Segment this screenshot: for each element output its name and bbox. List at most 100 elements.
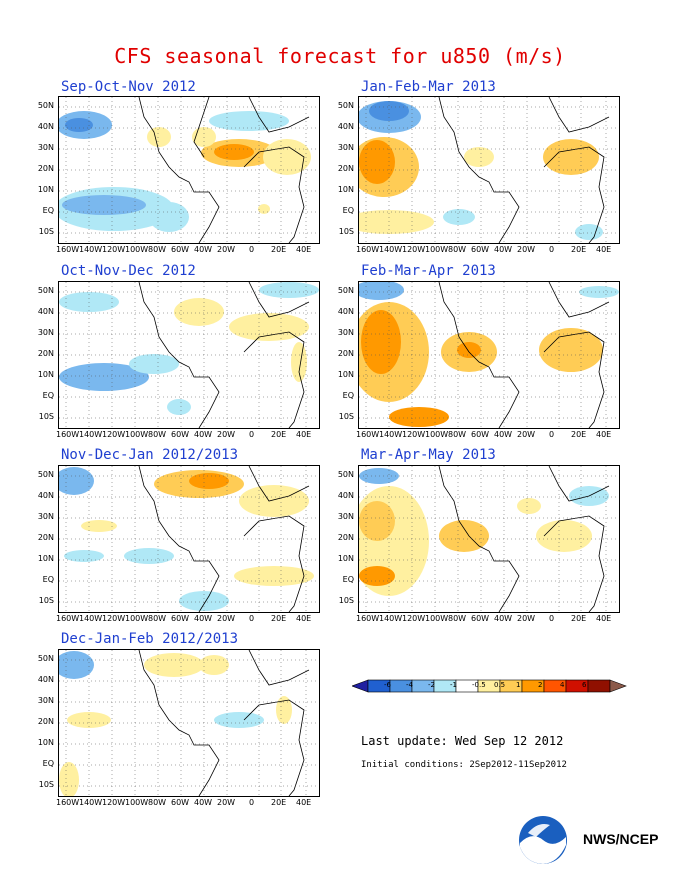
lon-label: 120W (102, 614, 126, 623)
lat-label: 50N (37, 654, 54, 663)
lat-label: 30N (37, 696, 54, 705)
lat-label: 10S (338, 596, 354, 605)
lon-label: 120W (402, 430, 426, 439)
map-panel-jfm (358, 96, 620, 244)
lon-label: 40W (194, 798, 213, 807)
lon-label: 60W (171, 798, 190, 807)
panel-title-ond: Oct-Nov-Dec 2012 (61, 263, 196, 279)
initial-conditions: Initial conditions: 2Sep2012-11Sep2012 (361, 760, 567, 770)
lon-label: 100W (425, 245, 449, 254)
panel-title-djf: Dec-Jan-Feb 2012/2013 (61, 631, 239, 647)
lon-label: 40W (494, 430, 513, 439)
lon-label: 0 (549, 430, 555, 439)
lon-label: 40E (296, 245, 312, 254)
lon-label: 20W (517, 430, 536, 439)
colorbar-tick-label: -0.5 (472, 681, 486, 689)
lon-label: 20E (571, 430, 587, 439)
lon-label: 40W (494, 614, 513, 623)
lon-label: 20E (271, 430, 287, 439)
lat-label: 50N (37, 470, 54, 479)
lat-label: EQ (342, 575, 354, 584)
panel-title-mam: Mar-Apr-May 2013 (361, 447, 496, 463)
lat-label: 20N (37, 717, 54, 726)
lat-label: EQ (342, 391, 354, 400)
lon-label: 140W (79, 430, 103, 439)
colorbar-tick-label: 4 (560, 681, 565, 689)
lon-label: 80W (148, 245, 167, 254)
colorbar-tick-label: -2 (428, 681, 435, 689)
lon-label: 60W (471, 430, 490, 439)
lat-label: 50N (37, 101, 54, 110)
lat-label: 40N (37, 675, 54, 684)
lon-label: 40E (296, 798, 312, 807)
lon-label: 160W (56, 798, 80, 807)
lon-label: 140W (79, 798, 103, 807)
lon-label: 120W (102, 798, 126, 807)
lon-label: 80W (448, 614, 467, 623)
map-panel-ond (58, 281, 320, 429)
lon-label: 100W (125, 245, 149, 254)
lat-label: 20N (337, 349, 354, 358)
panel-title-jfm: Jan-Feb-Mar 2013 (361, 79, 496, 95)
lon-label: 160W (56, 614, 80, 623)
map-panel-son (58, 96, 320, 244)
lon-label: 0 (249, 614, 255, 623)
map-panel-mam (358, 465, 620, 613)
lat-label: EQ (42, 206, 54, 215)
lon-label: 60W (171, 430, 190, 439)
lat-label: 20N (37, 349, 54, 358)
lat-label: 50N (337, 470, 354, 479)
lon-label: 120W (102, 430, 126, 439)
lat-label: 30N (37, 328, 54, 337)
lon-label: 100W (425, 430, 449, 439)
lat-label: 50N (337, 101, 354, 110)
lat-label: 30N (337, 512, 354, 521)
lon-label: 100W (125, 614, 149, 623)
colorbar-tick-label: 0.5 (494, 681, 506, 689)
lon-label: 40E (596, 430, 612, 439)
lat-label: 10S (38, 596, 54, 605)
lon-label: 40E (296, 614, 312, 623)
lat-label: 40N (37, 307, 54, 316)
last-update: Last update: Wed Sep 12 2012 (361, 734, 564, 748)
lon-label: 160W (356, 614, 380, 623)
lon-label: 0 (549, 245, 555, 254)
lon-label: 0 (549, 614, 555, 623)
colorbar-tick-label: -4 (406, 681, 413, 689)
lat-label: 30N (37, 512, 54, 521)
lat-label: EQ (42, 575, 54, 584)
lon-label: 80W (148, 798, 167, 807)
lon-label: 80W (148, 430, 167, 439)
lon-label: 100W (125, 430, 149, 439)
lon-label: 140W (379, 245, 403, 254)
lon-label: 140W (379, 614, 403, 623)
lon-label: 20W (517, 245, 536, 254)
lat-label: 40N (337, 122, 354, 131)
lon-label: 20E (271, 245, 287, 254)
lon-label: 60W (471, 245, 490, 254)
lon-label: 20W (217, 245, 236, 254)
lat-label: 50N (37, 286, 54, 295)
lat-label: 20N (337, 533, 354, 542)
lon-label: 160W (356, 245, 380, 254)
colorbar-tick-label: 1 (516, 681, 521, 689)
lon-label: 20E (571, 245, 587, 254)
lon-label: 80W (448, 430, 467, 439)
lon-label: 160W (56, 430, 80, 439)
noaa-logo (518, 815, 568, 865)
lon-label: 40W (494, 245, 513, 254)
panel-title-ndj: Nov-Dec-Jan 2012/2013 (61, 447, 239, 463)
lon-label: 160W (356, 430, 380, 439)
lon-label: 100W (125, 798, 149, 807)
page-title: CFS seasonal forecast for u850 (m/s) (114, 44, 566, 68)
lon-label: 40W (194, 614, 213, 623)
lon-label: 40W (194, 430, 213, 439)
lon-label: 120W (402, 245, 426, 254)
panel-title-son: Sep-Oct-Nov 2012 (61, 79, 196, 95)
lon-label: 40W (194, 245, 213, 254)
lon-label: 20E (271, 798, 287, 807)
lon-label: 20W (517, 614, 536, 623)
colorbar-tick-label: 2 (538, 681, 543, 689)
lon-label: 80W (148, 614, 167, 623)
lon-label: 60W (171, 245, 190, 254)
